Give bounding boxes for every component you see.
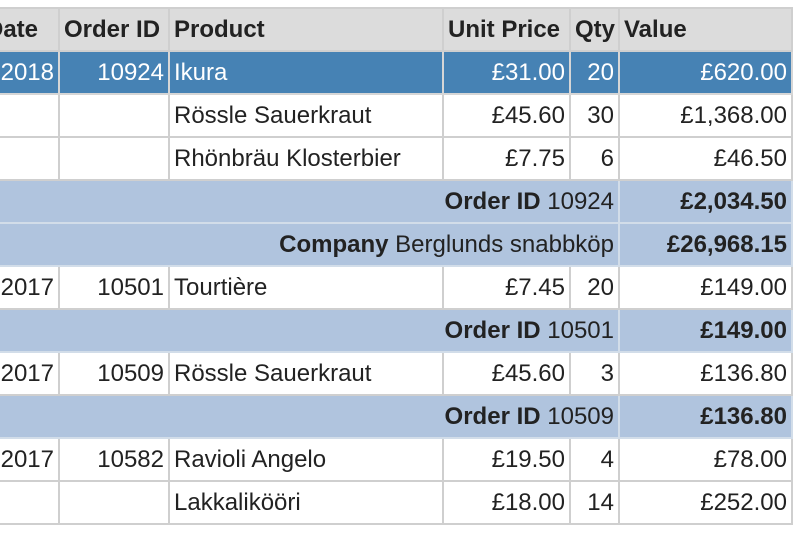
cell-order-id[interactable] bbox=[58, 136, 170, 181]
cell-date[interactable] bbox=[0, 480, 60, 525]
cell-date[interactable]: 2017 bbox=[0, 351, 60, 396]
column-header-value[interactable]: Value bbox=[618, 7, 793, 52]
cell-qty[interactable]: 6 bbox=[569, 136, 620, 181]
column-header-order-id[interactable]: Order ID bbox=[58, 7, 170, 52]
group-label: Order ID bbox=[444, 187, 541, 215]
cell-unit-price[interactable]: £19.50 bbox=[442, 437, 571, 482]
cell-order-id[interactable] bbox=[58, 93, 170, 138]
cell-qty[interactable]: 20 bbox=[569, 265, 620, 310]
cell-qty[interactable]: 20 bbox=[569, 50, 620, 95]
group-row-order[interactable]: Order ID 10501 £149.00 bbox=[0, 308, 793, 353]
column-header-qty[interactable]: Qty bbox=[569, 7, 620, 52]
group-label-cell: Order ID 10509 bbox=[0, 394, 620, 439]
cell-date[interactable]: 2017 bbox=[0, 265, 60, 310]
cell-unit-price[interactable]: £7.45 bbox=[442, 265, 571, 310]
table-row[interactable]: 2017 10501 Tourtière £7.45 20 £149.00 bbox=[0, 265, 793, 310]
group-total: £149.00 bbox=[618, 308, 793, 353]
cell-product[interactable]: Tourtière bbox=[168, 265, 444, 310]
group-label-cell: Order ID 10924 bbox=[0, 179, 620, 224]
cell-date[interactable]: 2018 bbox=[0, 50, 60, 95]
cell-value[interactable]: £252.00 bbox=[618, 480, 793, 525]
cell-product[interactable]: Rössle Sauerkraut bbox=[168, 351, 444, 396]
table-row[interactable]: 2017 10509 Rössle Sauerkraut £45.60 3 £1… bbox=[0, 351, 793, 396]
group-label: Company bbox=[279, 230, 389, 258]
group-value: 10509 bbox=[547, 402, 614, 430]
cell-value[interactable]: £620.00 bbox=[618, 50, 793, 95]
group-label-cell: Company Berglunds snabbköp bbox=[0, 222, 620, 267]
column-header-date[interactable]: Date bbox=[0, 7, 60, 52]
cell-value[interactable]: £46.50 bbox=[618, 136, 793, 181]
cell-unit-price[interactable]: £31.00 bbox=[442, 50, 571, 95]
cell-value[interactable]: £1,368.00 bbox=[618, 93, 793, 138]
cell-order-id[interactable]: 10582 bbox=[58, 437, 170, 482]
group-value: 10501 bbox=[547, 316, 614, 344]
group-label: Order ID bbox=[444, 316, 541, 344]
cell-value[interactable]: £136.80 bbox=[618, 351, 793, 396]
table-row[interactable]: Rhönbräu Klosterbier £7.75 6 £46.50 bbox=[0, 136, 793, 181]
column-header-product[interactable]: Product bbox=[168, 7, 444, 52]
cell-product[interactable]: Rhönbräu Klosterbier bbox=[168, 136, 444, 181]
group-label: Order ID bbox=[444, 402, 541, 430]
cell-date[interactable] bbox=[0, 93, 60, 138]
cell-unit-price[interactable]: £45.60 bbox=[442, 351, 571, 396]
cell-order-id[interactable]: 10501 bbox=[58, 265, 170, 310]
cell-qty[interactable]: 3 bbox=[569, 351, 620, 396]
table-row-selected[interactable]: 2018 10924 Ikura £31.00 20 £620.00 bbox=[0, 50, 793, 95]
cell-qty[interactable]: 30 bbox=[569, 93, 620, 138]
cell-unit-price[interactable]: £18.00 bbox=[442, 480, 571, 525]
table-row[interactable]: 2017 10582 Ravioli Angelo £19.50 4 £78.0… bbox=[0, 437, 793, 482]
cell-product[interactable]: Rössle Sauerkraut bbox=[168, 93, 444, 138]
cell-order-id[interactable] bbox=[58, 480, 170, 525]
cell-date[interactable]: 2017 bbox=[0, 437, 60, 482]
column-header-unit-price[interactable]: Unit Price bbox=[442, 7, 571, 52]
table-row[interactable]: Rössle Sauerkraut £45.60 30 £1,368.00 bbox=[0, 93, 793, 138]
cell-order-id[interactable]: 10924 bbox=[58, 50, 170, 95]
group-total: £26,968.15 bbox=[618, 222, 793, 267]
group-label-cell: Order ID 10501 bbox=[0, 308, 620, 353]
cell-value[interactable]: £78.00 bbox=[618, 437, 793, 482]
group-value: Berglunds snabbköp bbox=[395, 230, 614, 258]
cell-qty[interactable]: 4 bbox=[569, 437, 620, 482]
cell-product[interactable]: Ikura bbox=[168, 50, 444, 95]
grouped-orders-grid: Date Order ID Product Unit Price Qty Val… bbox=[0, 7, 793, 525]
cell-unit-price[interactable]: £7.75 bbox=[442, 136, 571, 181]
group-row-order[interactable]: Order ID 10509 £136.80 bbox=[0, 394, 793, 439]
group-total: £136.80 bbox=[618, 394, 793, 439]
cell-date[interactable] bbox=[0, 136, 60, 181]
cell-product[interactable]: Lakkalikööri bbox=[168, 480, 444, 525]
header-row: Date Order ID Product Unit Price Qty Val… bbox=[0, 7, 793, 52]
cell-product[interactable]: Ravioli Angelo bbox=[168, 437, 444, 482]
group-value: 10924 bbox=[547, 187, 614, 215]
cell-value[interactable]: £149.00 bbox=[618, 265, 793, 310]
table-row[interactable]: Lakkalikööri £18.00 14 £252.00 bbox=[0, 480, 793, 525]
group-row-order[interactable]: Order ID 10924 £2,034.50 bbox=[0, 179, 793, 224]
group-row-company[interactable]: Company Berglunds snabbköp £26,968.15 bbox=[0, 222, 793, 267]
cell-unit-price[interactable]: £45.60 bbox=[442, 93, 571, 138]
cell-order-id[interactable]: 10509 bbox=[58, 351, 170, 396]
group-total: £2,034.50 bbox=[618, 179, 793, 224]
cell-qty[interactable]: 14 bbox=[569, 480, 620, 525]
